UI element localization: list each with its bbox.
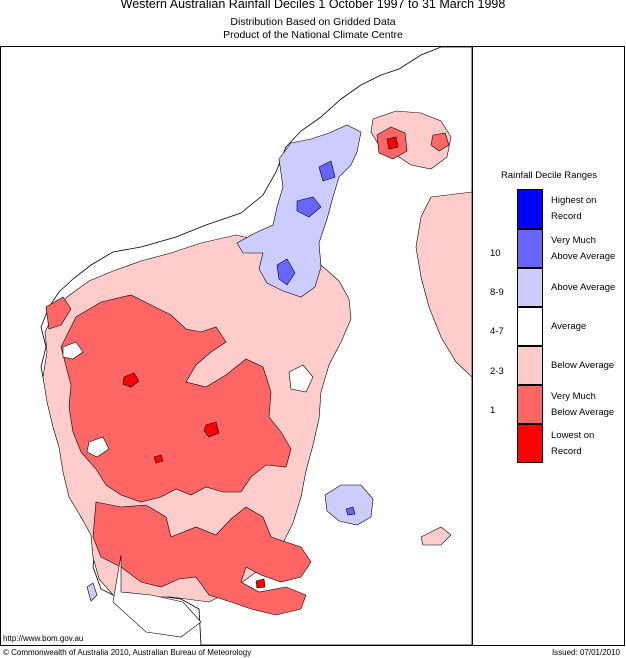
very-much-below-region-central <box>60 294 292 503</box>
lowest-on-record-spot-1 <box>122 372 140 388</box>
issued-date: Issued: 07/01/2010 <box>551 648 620 657</box>
legend-label-highest: Highest on Record <box>551 195 597 222</box>
very-much-above-spot-2 <box>276 258 296 286</box>
very-much-below-region-south <box>92 501 312 616</box>
legend-decile-8-9: 8-9 <box>490 287 504 298</box>
legend-swatch-above <box>517 268 543 307</box>
legend-decile-10: 10 <box>490 248 501 259</box>
legend-divider <box>472 46 473 646</box>
legend-swatch-very-much-above <box>517 229 543 268</box>
legend-swatch-very-much-below <box>517 385 543 424</box>
legend-label-very-much-above: Very Much Above Average <box>551 235 616 262</box>
source-url: http://www.bom.gov.au <box>3 634 84 643</box>
legend-label-lowest: Lowest on Record <box>551 430 595 457</box>
rainfall-decile-map <box>40 47 472 645</box>
very-much-above-spot-4 <box>345 506 356 516</box>
very-much-above-spot-3 <box>318 160 336 182</box>
very-much-below-region-west <box>45 296 72 330</box>
average-patch-2 <box>288 364 314 393</box>
legend-title: Rainfall Decile Ranges <box>500 170 598 181</box>
legend-label-above: Above Average <box>551 282 616 293</box>
copyright-notice: © Commonwealth of Australia 2010, Austra… <box>3 648 252 657</box>
legend-decile-4-7: 4-7 <box>490 326 504 337</box>
below-average-region-east <box>415 191 472 378</box>
average-patch-1 <box>62 341 84 360</box>
very-much-below-region-ne2 <box>430 132 450 152</box>
map-subtitle-method: Distribution Based on Gridded Data <box>230 16 396 28</box>
average-patch-4 <box>112 554 202 638</box>
above-average-region-sw <box>86 582 98 602</box>
below-average-region-se <box>420 526 452 546</box>
average-patch-3 <box>86 436 110 458</box>
legend-label-average: Average <box>551 321 587 332</box>
above-average-region-east <box>324 484 374 526</box>
legend-label-very-much-below: Very Much Below Average <box>551 391 615 418</box>
legend-swatch-average <box>517 307 543 346</box>
legend-swatch-highest <box>517 189 543 229</box>
map-frame <box>0 46 625 646</box>
very-much-above-spot-1 <box>296 196 322 218</box>
legend-decile-2-3: 2-3 <box>490 366 504 377</box>
lowest-on-record-spot-5 <box>255 578 266 589</box>
map-title: Western Australian Rainfall Deciles 1 Oc… <box>120 0 506 11</box>
legend-decile-1: 1 <box>490 405 496 416</box>
legend-swatch-below <box>517 346 543 385</box>
map-subtitle-producer: Product of the National Climate Centre <box>223 29 403 41</box>
lowest-on-record-spot-3 <box>153 454 164 464</box>
lowest-on-record-spot-4 <box>386 136 399 150</box>
legend-swatch-lowest <box>517 424 543 463</box>
legend-label-below: Below Average <box>551 360 615 371</box>
lowest-on-record-spot-2 <box>203 421 220 438</box>
